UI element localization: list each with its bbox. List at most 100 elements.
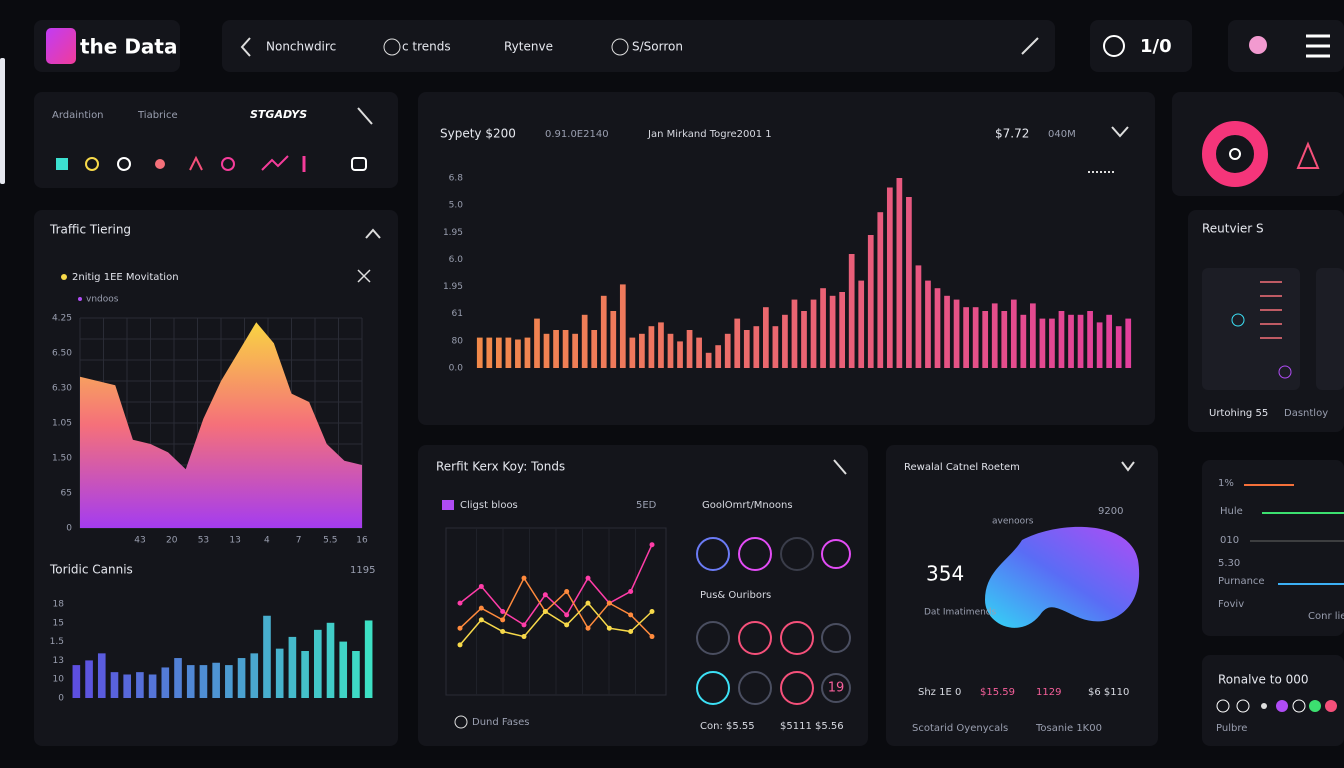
y-tick-label: 13: [53, 656, 64, 666]
back-icon[interactable]: [240, 37, 251, 57]
big-value: 354: [926, 562, 964, 586]
nav-item[interactable]: Rytenve: [504, 40, 553, 54]
point: [628, 612, 634, 618]
main-text: 040M: [1048, 129, 1076, 140]
point: [649, 609, 655, 614]
bar: [772, 326, 779, 368]
panel-title: Traffic Tiering: [49, 223, 131, 237]
collapse-icon[interactable]: [365, 228, 381, 239]
bar: [553, 330, 559, 368]
menu-icon[interactable]: [1306, 34, 1330, 58]
ring-title: GoolOmrt/Mnoons: [702, 500, 793, 511]
review-card: [1202, 268, 1300, 390]
bar: [212, 662, 220, 698]
bar: [581, 314, 588, 368]
bar: [1106, 314, 1113, 368]
panel-title: Rewalal Catnel Roetem: [904, 462, 1020, 473]
counter-icon: [1103, 35, 1125, 57]
bar: [906, 197, 912, 368]
icon[interactable]: [155, 159, 165, 169]
bar: [801, 311, 807, 368]
bar: [925, 280, 931, 368]
ring: [780, 671, 814, 705]
bar: [915, 265, 922, 368]
bar: [543, 333, 550, 368]
filter-label[interactable]: Tiabrice: [137, 110, 178, 121]
nav-bar: [222, 20, 1055, 72]
bar: [715, 345, 722, 368]
icon[interactable]: [261, 155, 289, 171]
bar: [123, 674, 131, 698]
bottom-caption: Pulbre: [1216, 723, 1247, 734]
nav-item[interactable]: Nonchwdirc: [266, 40, 336, 54]
dropdown-icon[interactable]: [1111, 126, 1129, 138]
bar: [199, 665, 208, 698]
icon[interactable]: [221, 157, 235, 171]
dot[interactable]: [1236, 699, 1250, 713]
bar: [476, 337, 483, 368]
bar: [762, 307, 769, 368]
dropdown-icon[interactable]: [1121, 461, 1135, 472]
bar: [1010, 299, 1017, 368]
legend-value: 5ED: [636, 500, 657, 511]
footer-icon: [454, 715, 468, 729]
x-tick-label: 4: [264, 536, 270, 546]
ring: [738, 671, 772, 705]
dot[interactable]: [1325, 700, 1337, 712]
edit-icon[interactable]: [357, 107, 373, 125]
bar: [486, 337, 493, 368]
point: [606, 600, 612, 606]
ring-grid: [696, 537, 851, 705]
icon[interactable]: [351, 157, 367, 171]
search-icon[interactable]: [1249, 36, 1267, 54]
bar: [982, 311, 989, 368]
point: [606, 625, 612, 631]
filter-label[interactable]: Ardaintion: [52, 110, 104, 121]
dot[interactable]: [1292, 699, 1306, 713]
icon[interactable]: [189, 155, 203, 171]
ring: [738, 621, 772, 655]
expand-icon[interactable]: [357, 269, 371, 283]
bar: [352, 651, 360, 698]
point: [500, 629, 506, 635]
y-tick-label: 5.0: [449, 201, 464, 211]
bar: [1077, 314, 1084, 368]
edit-icon[interactable]: [833, 459, 847, 475]
bar: [110, 672, 119, 698]
bar: [953, 299, 960, 368]
y-tick-label: 6.8: [449, 174, 464, 184]
row-label: 1%: [1218, 478, 1234, 489]
y-tick-label: 18: [53, 600, 65, 610]
nav-item[interactable]: S/Sorron: [632, 40, 683, 54]
panel-title: Toridic Cannis: [49, 563, 133, 577]
icon[interactable]: [117, 157, 131, 171]
area: [80, 322, 362, 528]
donut: [1202, 121, 1268, 187]
dot[interactable]: [1261, 703, 1267, 709]
bar: [495, 337, 502, 368]
icon[interactable]: [85, 157, 99, 171]
row-label: Foviv: [1218, 599, 1244, 610]
bar: [820, 288, 826, 368]
bar: [867, 235, 874, 368]
x-tick-label: 16: [356, 536, 368, 546]
bar: [619, 284, 626, 368]
bar: [148, 674, 157, 698]
bar: [72, 665, 81, 698]
bar: [314, 629, 322, 698]
line: [459, 544, 653, 626]
rows-footer: Conr lie: [1308, 611, 1344, 622]
point: [478, 605, 484, 611]
ring: [780, 621, 814, 655]
nav-item[interactable]: c trends: [402, 40, 451, 54]
dot[interactable]: [1276, 700, 1288, 712]
icon[interactable]: [56, 158, 68, 170]
x-tick-label: 53: [198, 536, 209, 546]
x-tick-label: 20: [166, 536, 178, 546]
stat: 1129: [1036, 687, 1061, 698]
alert-icon[interactable]: [1296, 141, 1320, 169]
dot[interactable]: [1216, 699, 1230, 713]
bar: [963, 307, 969, 368]
dot[interactable]: [1309, 700, 1321, 712]
footer-label: Dund Fases: [472, 717, 529, 728]
